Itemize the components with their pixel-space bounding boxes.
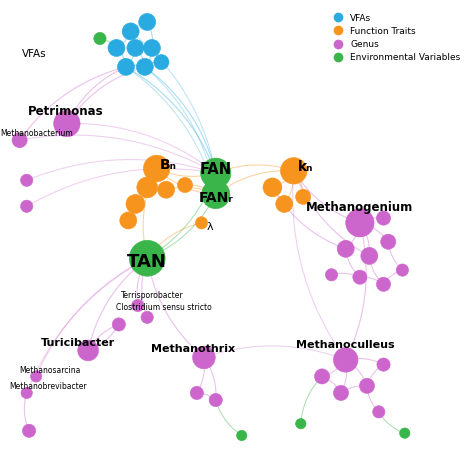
Text: VFAs: VFAs (22, 49, 47, 59)
Circle shape (141, 311, 154, 323)
Circle shape (333, 347, 358, 372)
Circle shape (132, 300, 144, 312)
Text: Turicibacter: Turicibacter (41, 338, 115, 348)
Circle shape (144, 39, 160, 56)
Circle shape (144, 155, 170, 182)
Circle shape (209, 393, 222, 407)
Circle shape (54, 110, 80, 137)
Circle shape (21, 387, 32, 399)
Text: FANᵣ: FANᵣ (199, 191, 233, 205)
Text: Bₙ: Bₙ (160, 158, 177, 172)
Circle shape (108, 39, 125, 56)
Circle shape (94, 32, 106, 45)
Circle shape (127, 39, 144, 56)
Circle shape (78, 340, 99, 361)
Circle shape (396, 264, 409, 276)
Circle shape (201, 158, 231, 188)
Circle shape (361, 247, 378, 264)
Circle shape (281, 157, 307, 184)
Text: Clostridium sensu stricto: Clostridium sensu stricto (117, 303, 212, 312)
Text: λ: λ (207, 222, 213, 232)
Text: Terrisporobacter: Terrisporobacter (121, 291, 184, 300)
Circle shape (129, 240, 165, 276)
Text: Methanoculleus: Methanoculleus (296, 340, 395, 350)
Circle shape (192, 346, 215, 369)
Circle shape (201, 180, 230, 209)
Circle shape (325, 269, 337, 281)
Circle shape (359, 378, 374, 393)
Circle shape (137, 58, 154, 75)
Text: Methanosarcina: Methanosarcina (19, 366, 81, 375)
Circle shape (296, 189, 311, 204)
Circle shape (377, 358, 390, 371)
Circle shape (22, 424, 36, 438)
Text: TAN: TAN (127, 253, 167, 271)
Circle shape (376, 211, 391, 225)
Circle shape (20, 200, 33, 212)
Circle shape (137, 177, 157, 198)
Text: Petrimonas: Petrimonas (28, 105, 104, 118)
Text: kₙ: kₙ (298, 160, 313, 174)
Circle shape (353, 270, 367, 284)
Circle shape (263, 178, 282, 197)
Circle shape (296, 419, 306, 429)
Circle shape (30, 371, 42, 382)
Circle shape (120, 212, 137, 229)
Circle shape (190, 386, 203, 400)
Circle shape (154, 55, 169, 70)
Text: Methanobrevibacter: Methanobrevibacter (9, 383, 87, 392)
Circle shape (112, 318, 126, 331)
Circle shape (12, 133, 27, 148)
Circle shape (315, 369, 329, 384)
Circle shape (122, 23, 139, 40)
Text: FAN: FAN (200, 162, 232, 177)
Circle shape (20, 174, 33, 186)
Circle shape (237, 430, 247, 441)
Circle shape (373, 406, 385, 418)
Circle shape (376, 277, 391, 292)
Circle shape (276, 195, 293, 212)
Circle shape (381, 234, 396, 249)
Legend: VFAs, Function Traits, Genus, Environmental Variables: VFAs, Function Traits, Genus, Environmen… (325, 10, 464, 65)
Circle shape (139, 13, 156, 30)
Circle shape (157, 181, 174, 198)
Circle shape (400, 428, 410, 438)
Circle shape (333, 385, 348, 401)
Circle shape (126, 194, 145, 213)
Circle shape (337, 240, 354, 257)
Circle shape (118, 58, 135, 75)
Text: Methanogenium: Methanogenium (306, 201, 413, 214)
Circle shape (195, 217, 208, 229)
Text: Methanothrix: Methanothrix (152, 345, 236, 355)
Circle shape (346, 209, 374, 237)
Text: Methanobacterium: Methanobacterium (0, 128, 73, 137)
Circle shape (177, 177, 192, 192)
